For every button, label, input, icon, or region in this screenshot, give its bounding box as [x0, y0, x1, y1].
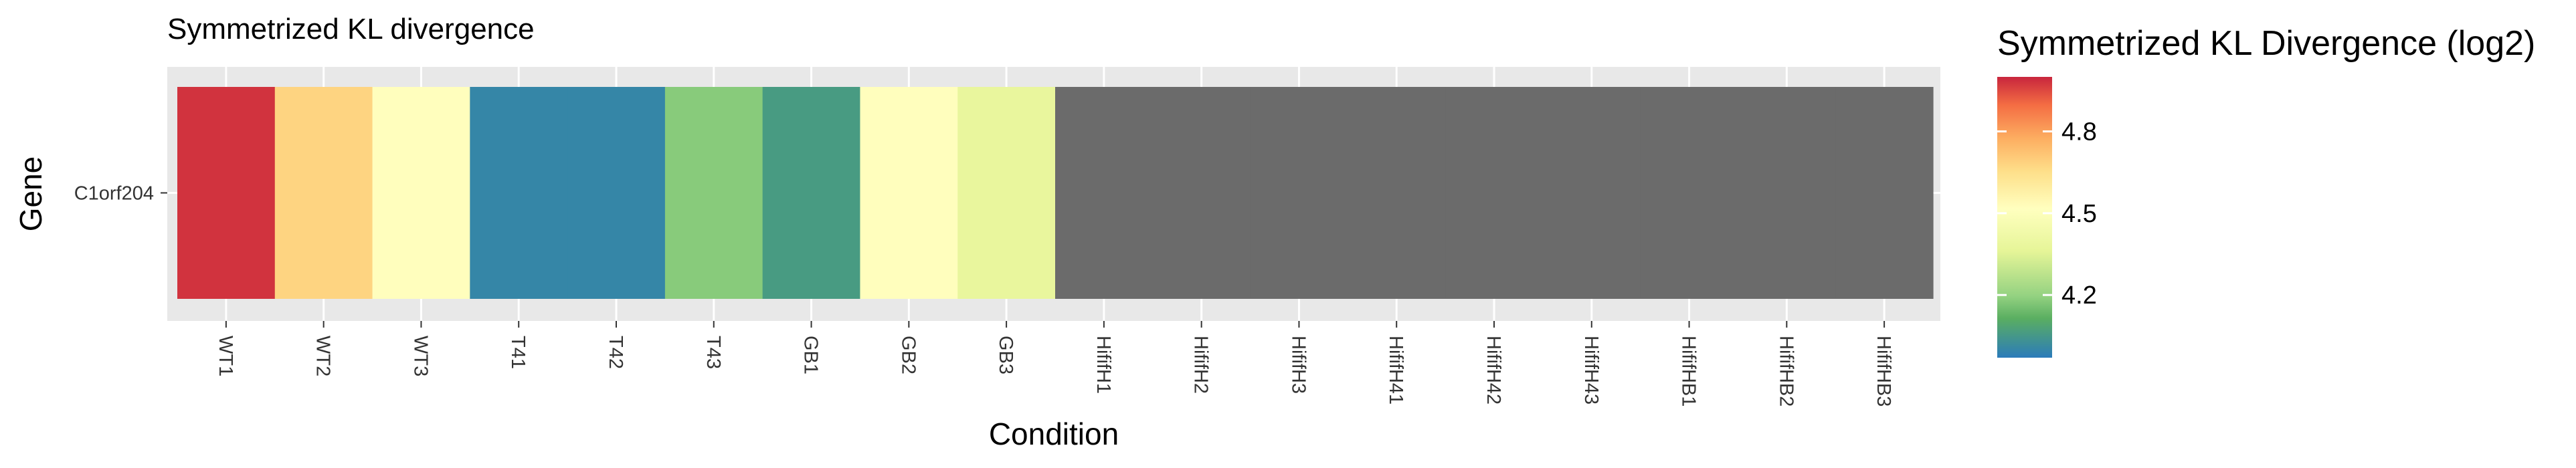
x-tick-label: HififH1	[1093, 336, 1114, 394]
x-axis-ticks: WT1 WT2 WT3 T41 T42 T43 GB1 GB2 GB3 HififH1 HififH…	[215, 321, 1894, 406]
x-tick-label: HififH42	[1483, 336, 1504, 404]
x-tick-label: HififHB1	[1678, 336, 1699, 406]
x-tick-label: HififH2	[1190, 336, 1212, 394]
heatmap-cell-T43	[664, 87, 763, 299]
x-tick-label: T43	[703, 336, 724, 369]
x-tick-label: WT3	[409, 336, 431, 376]
heatmap-cell-T41	[470, 87, 568, 299]
heatmap-cell-WT2	[274, 87, 373, 299]
x-tick-label: T41	[507, 336, 529, 369]
x-tick-label: HififH3	[1287, 336, 1309, 394]
heatmap-cell-HififHB3	[1835, 87, 1934, 299]
x-tick-label: HififH43	[1580, 336, 1602, 404]
legend-title: Symmetrized KL Divergence (log2)	[1997, 24, 2535, 63]
y-axis-ticks: C1orf204	[74, 183, 167, 205]
heatmap-cell-WT3	[372, 87, 470, 299]
heatmap-cell-HififH1	[1055, 87, 1154, 299]
heatmap-cell-GB2	[860, 87, 958, 299]
heatmap-cell-HififH3	[1250, 87, 1348, 299]
heatmap-cell-HififH42	[1445, 87, 1544, 299]
x-tick-label: GB1	[800, 336, 822, 374]
x-tick-label: HififH41	[1385, 336, 1406, 404]
x-tick-label: T42	[605, 336, 626, 369]
heatmap-cells	[177, 87, 1934, 299]
x-tick-label: HififHB3	[1873, 336, 1894, 406]
x-tick-label: GB2	[897, 336, 919, 374]
heatmap-cell-GB3	[957, 87, 1056, 299]
y-tick-label: C1orf204	[74, 183, 154, 205]
legend-tick-label: 4.8	[2061, 118, 2097, 146]
heatmap-cell-GB1	[762, 87, 861, 299]
y-axis-title: Gene	[13, 156, 48, 232]
legend-colorbar	[1997, 77, 2052, 358]
heatmap-cell-HififHB2	[1738, 87, 1836, 299]
chart-title: Symmetrized KL divergence	[167, 13, 535, 45]
legend-tick-label: 4.5	[2061, 200, 2097, 228]
x-tick-label: GB3	[995, 336, 1016, 374]
legend-tick-label: 4.2	[2061, 281, 2097, 310]
heatmap-cell-HififH2	[1152, 87, 1251, 299]
x-tick-label: WT1	[215, 336, 236, 376]
x-tick-label: WT2	[312, 336, 334, 376]
heatmap-cell-HififHB1	[1640, 87, 1739, 299]
heatmap-cell-WT1	[177, 87, 276, 299]
heatmap-cell-HififH41	[1348, 87, 1446, 299]
x-tick-label: HififHB2	[1775, 336, 1797, 406]
heatmap-cell-T42	[567, 87, 666, 299]
x-axis-title: Condition	[989, 417, 1119, 451]
heatmap-cell-HififH43	[1542, 87, 1641, 299]
legend-ticks: 4.2 4.5 4.8	[1997, 118, 2097, 310]
